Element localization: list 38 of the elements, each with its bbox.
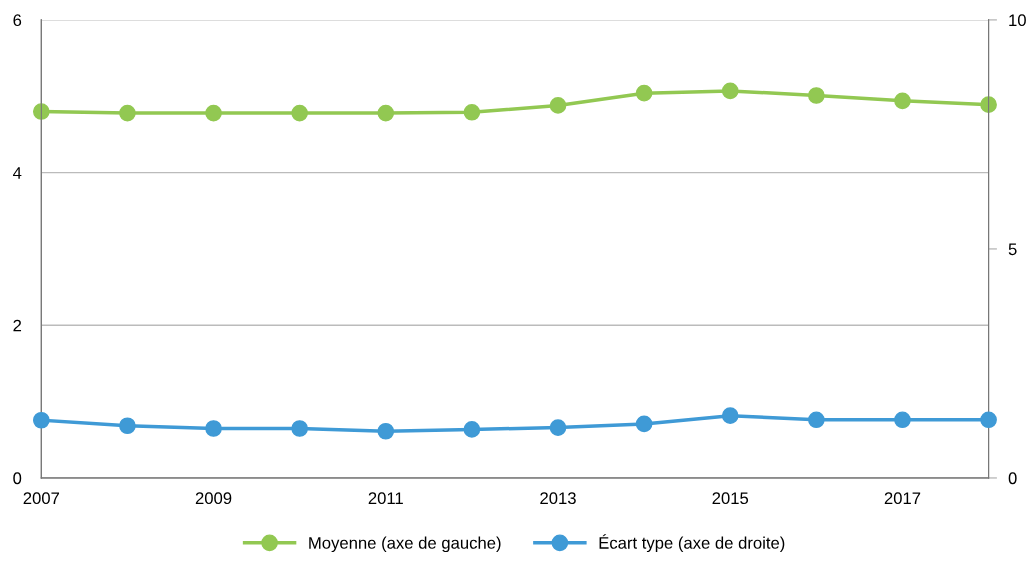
y-tick-label: 4 <box>12 167 22 179</box>
x-tick-label: 2009 <box>195 492 232 505</box>
point <box>205 420 222 437</box>
point <box>721 82 739 100</box>
y2-tick-label: 5 <box>1008 243 1017 256</box>
point <box>291 420 308 437</box>
point <box>205 104 222 122</box>
legend-label: Moyenne (axe de gauche) <box>309 536 501 553</box>
point <box>463 421 481 438</box>
point <box>894 411 911 429</box>
point <box>980 96 997 113</box>
x-tick-label: 2011 <box>368 492 403 505</box>
point <box>808 87 825 104</box>
point <box>119 104 136 122</box>
point <box>377 422 395 440</box>
point <box>377 104 395 122</box>
y-tick-label: 6 <box>13 14 22 27</box>
point <box>463 103 481 121</box>
legend-label: Écart type (axe de droite) <box>599 534 785 553</box>
x-tick-label: 2017 <box>884 492 921 505</box>
point <box>721 407 739 424</box>
x-tick-label: 2015 <box>712 492 749 505</box>
point <box>32 411 50 429</box>
point <box>635 415 653 433</box>
y2-tick-label: 0 <box>1008 472 1017 485</box>
point <box>549 97 567 114</box>
point <box>291 104 308 122</box>
y2-tick-label: 10 <box>1009 14 1026 27</box>
y-tick-label: 2 <box>13 319 22 332</box>
point <box>980 411 997 429</box>
y-tick-label: 0 <box>13 472 22 485</box>
point <box>635 84 653 102</box>
x-tick-label: 2007 <box>23 492 60 505</box>
point <box>549 419 567 436</box>
x-tick-label: 2013 <box>540 492 576 505</box>
point <box>808 411 825 429</box>
point <box>119 417 136 435</box>
point <box>894 92 911 110</box>
